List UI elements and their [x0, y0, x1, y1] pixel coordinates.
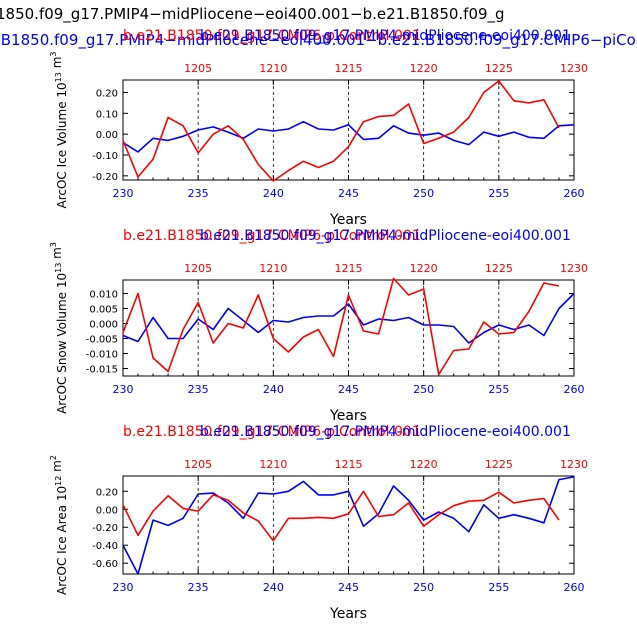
x-tick-label: 250 [413, 383, 434, 396]
y-label-exponent: 13 [54, 263, 63, 273]
x-tick-label: 250 [413, 187, 434, 200]
top-tick-label: 1225 [485, 458, 513, 471]
x-tick-label: 245 [338, 581, 359, 594]
y-label-exponent: 3 [49, 52, 58, 57]
chart-title-control: b.e21.B1850.f09_g17.CMIP6-piControl.001 [123, 228, 421, 244]
x-tick-label: 240 [263, 581, 284, 594]
y-axis-label: ArcOC Ice Volume 1013 m3 [49, 52, 69, 209]
top-tick-label: 1205 [184, 62, 212, 75]
top-tick-label: 1225 [485, 262, 513, 275]
x-tick-label: 230 [113, 383, 134, 396]
top-tick-label: 1220 [410, 458, 438, 471]
y-tick-label: 0.010 [89, 290, 118, 301]
x-tick-label: 235 [188, 581, 209, 594]
y-axis-label: ArcOC Snow Volume 1013 m3 [49, 242, 69, 414]
x-axis-label: Years [329, 212, 367, 228]
y-tick-label: -0.20 [92, 172, 118, 183]
y-tick-label: -0.005 [86, 335, 118, 346]
x-tick-label: 255 [488, 581, 509, 594]
x-tick-label: 240 [263, 383, 284, 396]
series-line-control [122, 80, 560, 182]
top-tick-label: 1215 [335, 262, 363, 275]
y-label-text: m [50, 247, 64, 263]
x-axis-label: Years [329, 408, 367, 424]
y-label-text: ArcOC Snow Volume 10 [55, 273, 69, 414]
x-tick-label: 260 [564, 581, 585, 594]
y-tick-label: -0.010 [86, 350, 118, 361]
y-tick-label: 0.20 [96, 487, 118, 498]
y-axis-label: ArcOC Ice Area 1012 m2 [49, 455, 69, 595]
series-line-control [122, 490, 560, 542]
x-axis-label: Years [329, 606, 367, 622]
y-label-text: ArcOC Ice Volume 10 [55, 82, 69, 208]
x-tick-label: 255 [488, 187, 509, 200]
y-tick-label: -0.20 [92, 523, 118, 534]
top-tick-label: 1205 [184, 458, 212, 471]
x-tick-label: 250 [413, 581, 434, 594]
x-tick-label: 245 [338, 187, 359, 200]
y-label-exponent: 2 [49, 455, 58, 460]
top-tick-label: 1225 [485, 62, 513, 75]
x-tick-label: 235 [188, 383, 209, 396]
x-tick-label: 255 [488, 383, 509, 396]
top-tick-label: 1210 [259, 62, 287, 75]
header-title-line2: .B1850.f09_g17.PMIP4−midPliocene−eoi400.… [0, 31, 637, 50]
x-tick-label: 240 [263, 187, 284, 200]
series-line-experiment [122, 476, 575, 575]
top-tick-label: 1215 [335, 62, 363, 75]
top-tick-label: 1205 [184, 262, 212, 275]
top-tick-label: 1210 [259, 458, 287, 471]
y-label-exponent: 13 [54, 72, 63, 82]
x-tick-label: 235 [188, 187, 209, 200]
top-tick-label: 1220 [410, 262, 438, 275]
y-tick-label: 0.00 [96, 505, 118, 516]
y-tick-label: 0.005 [89, 305, 118, 316]
top-tick-label: 1230 [560, 62, 588, 75]
y-tick-label: 0.00 [96, 130, 118, 141]
chart-title-experiment: b.e21.B1850.f09_g17.PMIP4-midPliocene-eo… [200, 28, 571, 44]
y-tick-label: -0.10 [92, 151, 118, 162]
chart-panel-1: b.e21.B1850.f09_g17.CMIP6-piControl.001b… [49, 28, 588, 228]
top-tick-label: 1210 [259, 262, 287, 275]
y-label-text: m [50, 57, 64, 73]
y-tick-label: 0.20 [96, 89, 118, 100]
chart-panel-3: b.e21.B1850.f09_g17.CMIP6-piControl.001b… [49, 424, 588, 622]
chart-title-experiment: b.e21.B1850.f09_g17.PMIP4-midPliocene-eo… [200, 228, 571, 244]
top-tick-label: 1230 [560, 458, 588, 471]
top-tick-label: 1230 [560, 262, 588, 275]
y-tick-label: -0.40 [92, 541, 118, 552]
x-tick-label: 260 [564, 187, 585, 200]
y-label-exponent: 3 [49, 242, 58, 247]
x-tick-label: 230 [113, 581, 134, 594]
y-label-text: ArcOC Ice Area 10 [55, 486, 69, 595]
x-tick-label: 230 [113, 187, 134, 200]
y-tick-label: 0.000 [89, 320, 118, 331]
chart-panel-2: b.e21.B1850.f09_g17.CMIP6-piControl.001b… [49, 228, 588, 424]
y-label-exponent: 12 [54, 476, 63, 486]
y-tick-label: 0.10 [96, 109, 118, 120]
series-line-control [122, 277, 560, 376]
top-tick-label: 1215 [335, 458, 363, 471]
y-tick-label: -0.60 [92, 559, 118, 570]
x-tick-label: 260 [564, 383, 585, 396]
y-tick-label: -0.015 [86, 365, 118, 376]
series-line-experiment [122, 120, 575, 153]
y-label-text: m [50, 460, 64, 476]
chart-title-control: b.e21.B1850.f09_g17.CMIP6-piControl.001 [123, 28, 421, 44]
chart-title-control: b.e21.B1850.f09_g17.CMIP6-piControl.001 [123, 424, 421, 440]
series-line-experiment [122, 292, 575, 344]
header-title-line1: 1850.f09_g17.PMIP4−midPliocene−eoi400.00… [0, 5, 505, 24]
chart-title-experiment: b.e21.B1850.f09_g17.PMIP4-midPliocene-eo… [200, 424, 571, 440]
top-tick-label: 1220 [410, 62, 438, 75]
x-tick-label: 245 [338, 383, 359, 396]
